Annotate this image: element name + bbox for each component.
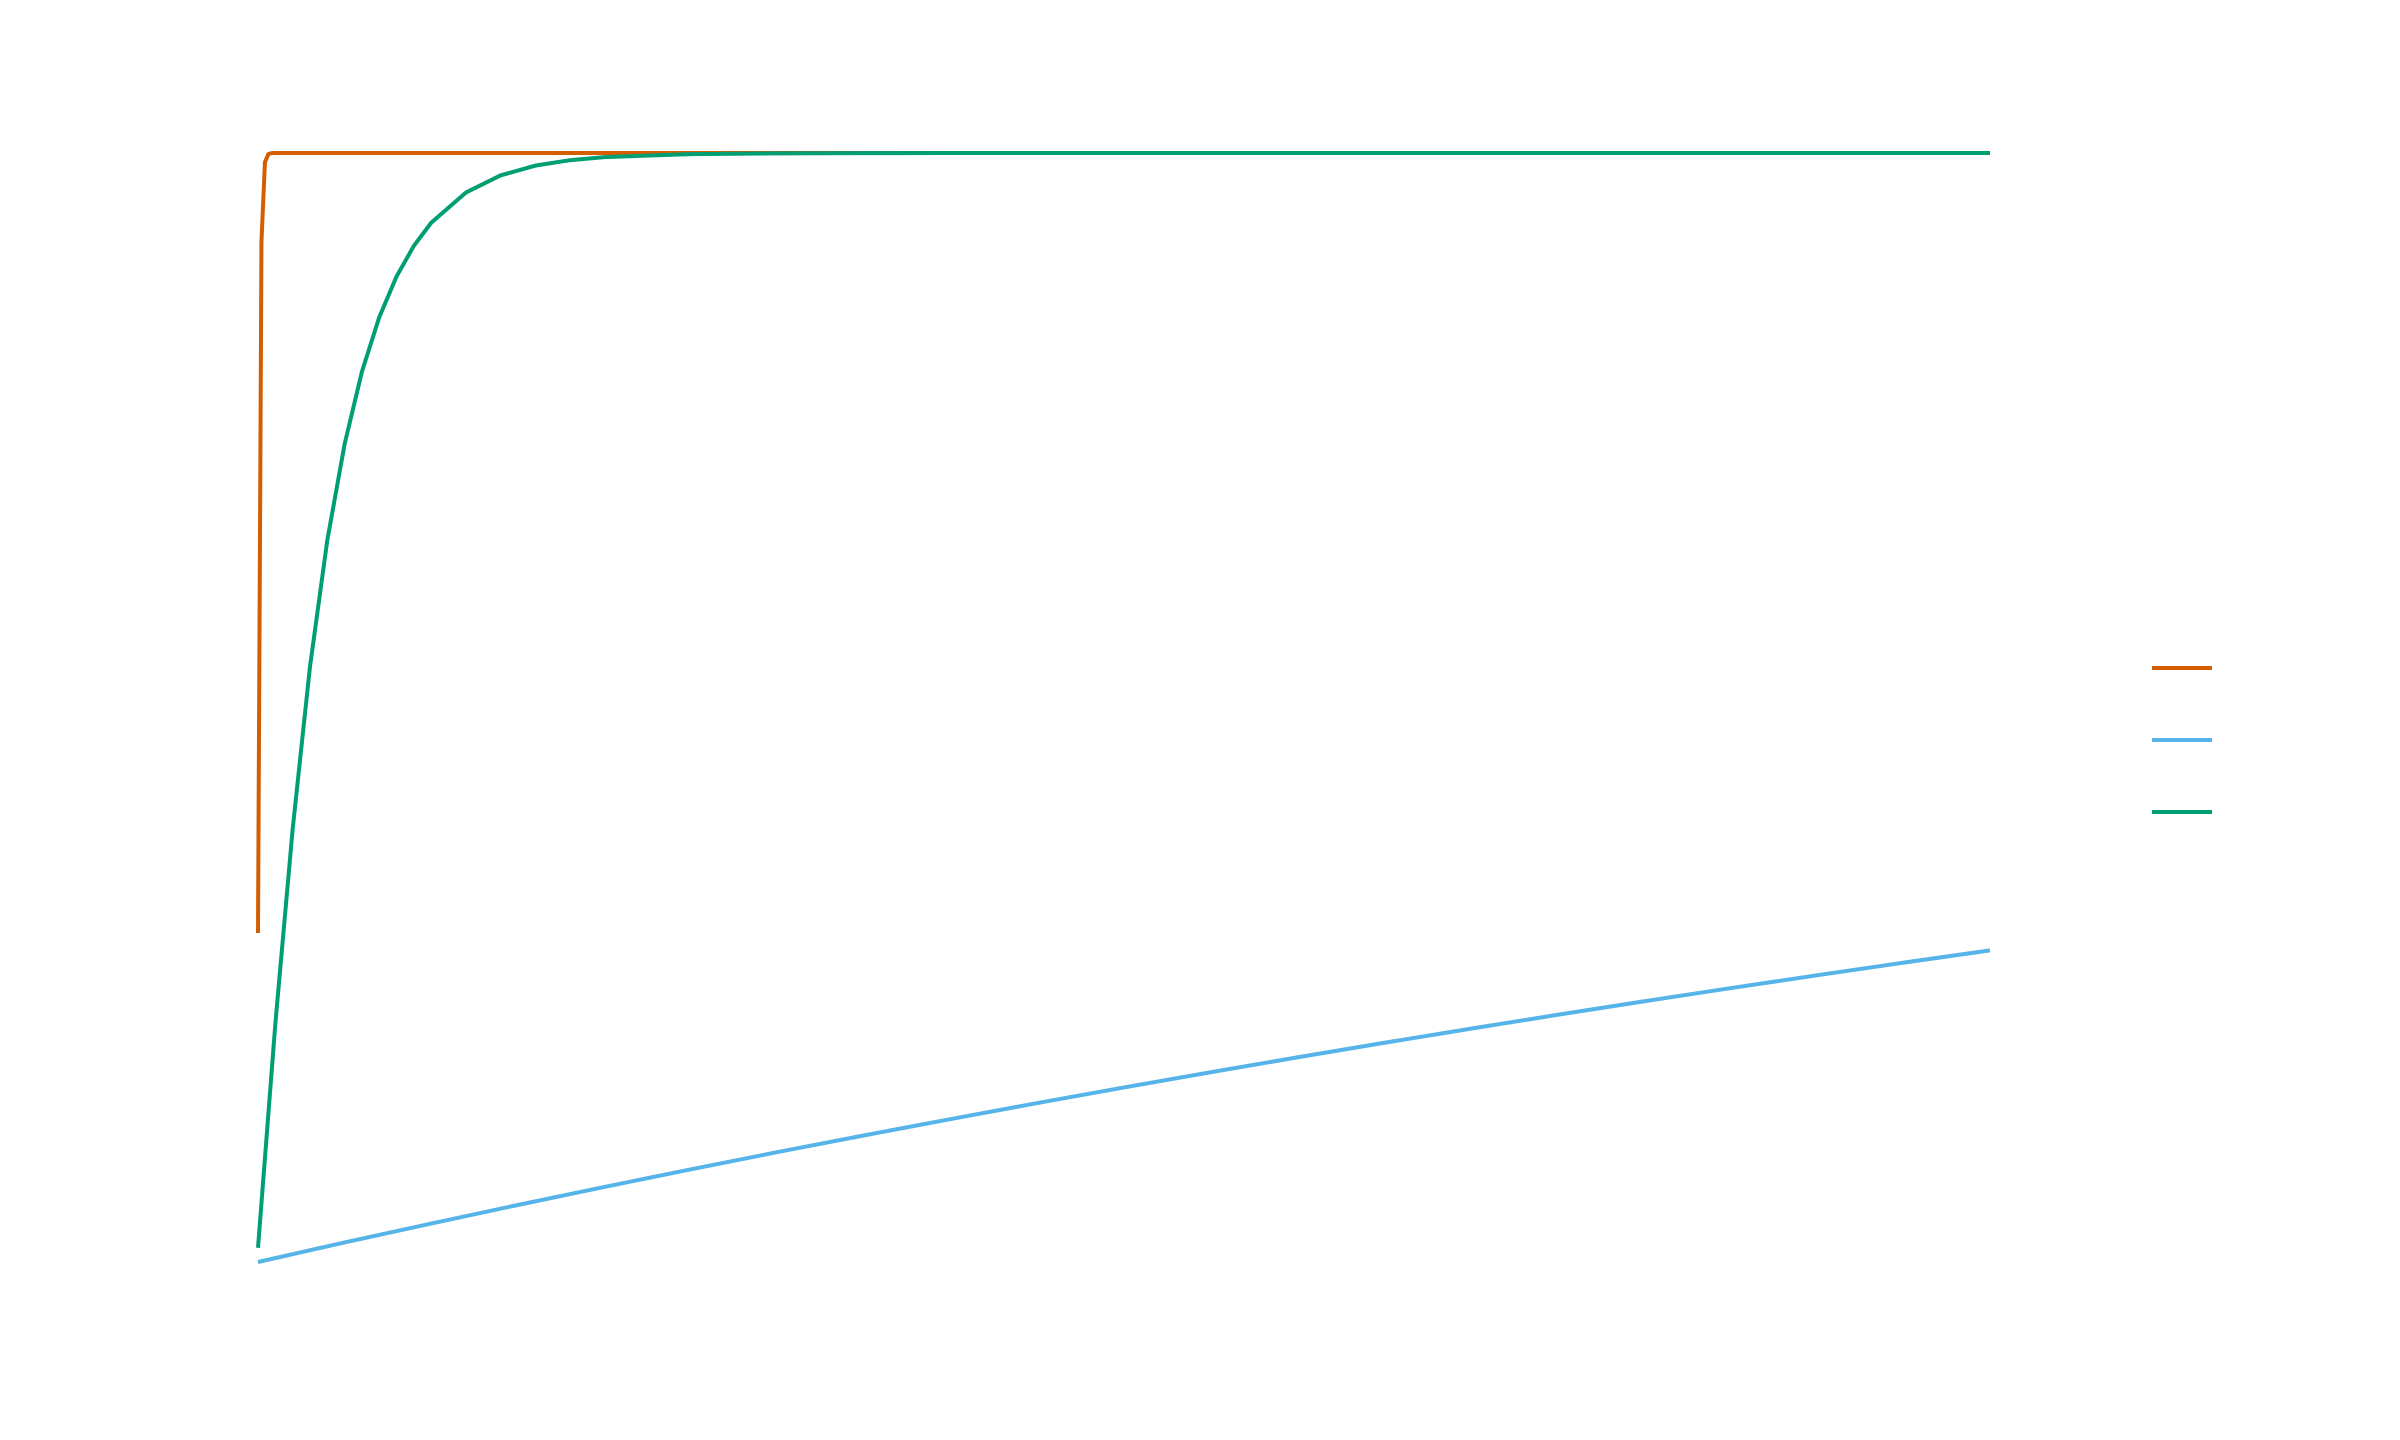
series-line-2 xyxy=(257,948,1991,1264)
legend xyxy=(2152,666,2212,814)
series-line-3 xyxy=(256,151,1990,1248)
plot-area xyxy=(256,151,1991,1264)
series-line-1 xyxy=(256,151,1990,933)
